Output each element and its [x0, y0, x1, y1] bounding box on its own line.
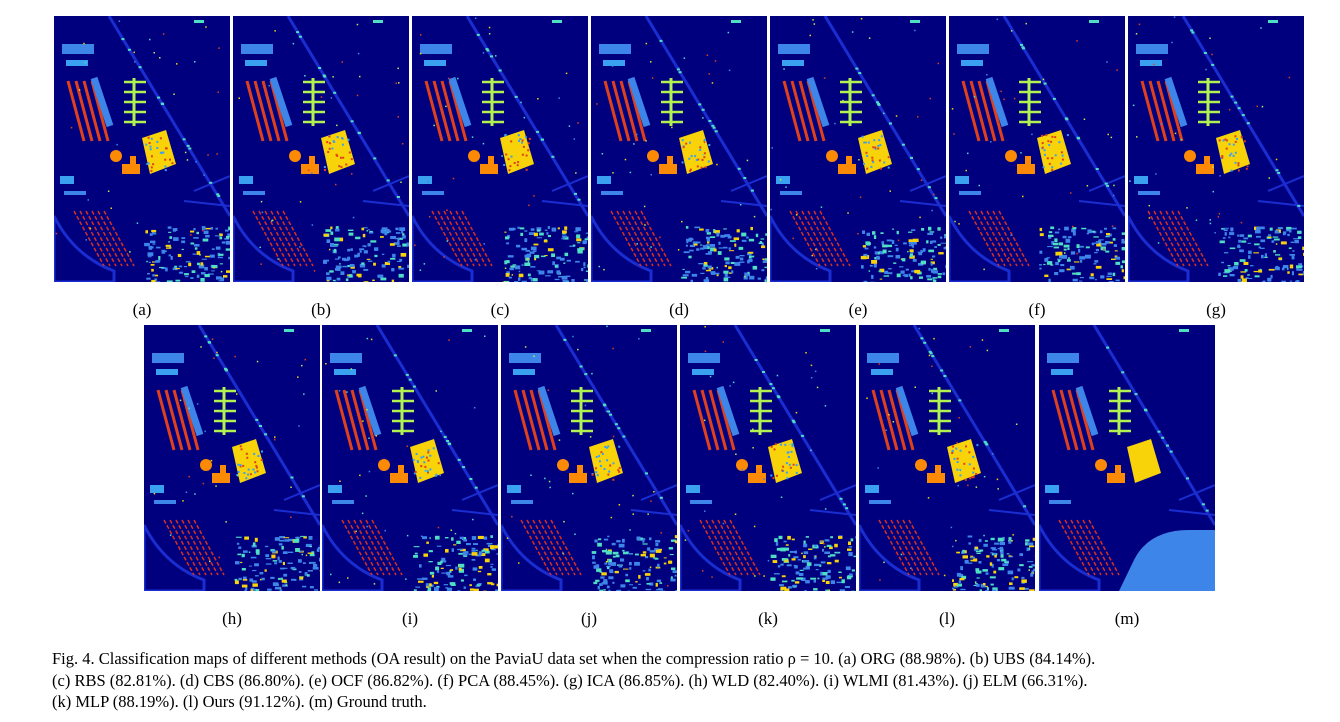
classification-map-image: [680, 325, 856, 591]
panel-label: (d): [669, 300, 689, 319]
classification-map-image: [770, 16, 946, 282]
classification-map: [322, 325, 498, 591]
caption-line-3: (k) MLP (88.19%). (l) Ours (91.12%). (m)…: [52, 692, 427, 711]
classification-map: [54, 16, 230, 282]
classification-map: [233, 16, 409, 282]
panel-label: (k): [758, 609, 778, 628]
caption-line-2: (c) RBS (82.81%). (d) CBS (86.80%). (e) …: [52, 670, 1088, 690]
classification-map-image: [412, 16, 588, 282]
classification-map: [144, 325, 320, 591]
panel-label: (m): [1114, 609, 1140, 628]
classification-map: [1128, 16, 1304, 282]
classification-map-image: [501, 325, 677, 591]
classification-map-image: [949, 16, 1125, 282]
classification-map-image: [322, 325, 498, 591]
classification-map: [591, 16, 767, 282]
panel-label: (c): [490, 300, 510, 319]
panel-label: (i): [401, 609, 419, 628]
panel-label: (l): [938, 609, 956, 628]
figure-caption: Fig. 4. Classification maps of different…: [52, 648, 1292, 713]
classification-map: [770, 16, 946, 282]
classification-map-image: [591, 16, 767, 282]
classification-map-image: [233, 16, 409, 282]
classification-map-image: [144, 325, 320, 591]
panel-label: (g): [1206, 300, 1226, 319]
panel-label: (f): [1028, 300, 1046, 319]
classification-map: [680, 325, 856, 591]
caption-line-1: Fig. 4. Classification maps of different…: [52, 649, 1096, 668]
classification-map-image: [54, 16, 230, 282]
panel-label: (a): [132, 300, 152, 319]
classification-map: [1039, 325, 1215, 591]
classification-map: [859, 325, 1035, 591]
classification-map-image: [1128, 16, 1304, 282]
panel-label: (h): [222, 609, 242, 628]
classification-map-image: [859, 325, 1035, 591]
classification-map-image: [1039, 325, 1215, 591]
classification-map: [949, 16, 1125, 282]
classification-map: [412, 16, 588, 282]
panel-label: (e): [848, 300, 868, 319]
panel-label: (j): [580, 609, 598, 628]
classification-map: [501, 325, 677, 591]
panel-label: (b): [311, 300, 331, 319]
